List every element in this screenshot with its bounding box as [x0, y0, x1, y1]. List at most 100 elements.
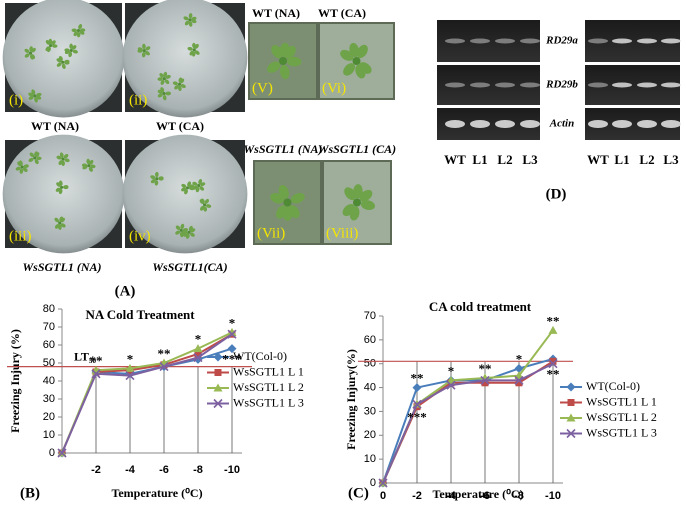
leaf — [203, 206, 208, 212]
gel-band — [588, 120, 608, 128]
leaf — [180, 84, 186, 89]
photo-caption: WT (CA) — [318, 6, 366, 20]
annotation: ** — [90, 353, 103, 368]
leaf — [71, 28, 77, 33]
marker — [566, 382, 576, 392]
x-tick-label: -6 — [480, 490, 490, 502]
leaf — [188, 13, 193, 19]
y-tick-label: 60 — [43, 339, 55, 351]
plant-center — [76, 28, 80, 32]
leaf — [190, 232, 195, 237]
leaf — [64, 48, 70, 52]
leaf — [200, 205, 205, 211]
leaf — [189, 50, 194, 56]
leaf — [199, 186, 205, 191]
plant-center — [155, 177, 159, 181]
leaf — [60, 217, 65, 223]
marker — [213, 383, 223, 392]
leaf — [164, 79, 170, 85]
series-line — [61, 331, 233, 454]
y-tick-label: 10 — [43, 429, 55, 441]
plant-center — [279, 57, 287, 65]
x-axis-label: Temperature (⁰C) — [432, 487, 523, 501]
leaf — [344, 187, 356, 201]
leaf — [178, 85, 182, 92]
annotation: * — [127, 351, 134, 366]
leaf — [28, 157, 34, 163]
leaf — [145, 46, 151, 51]
legend-label: WsSGTL1 L 1 — [233, 364, 304, 378]
gel-block — [437, 20, 540, 62]
series-line — [382, 329, 554, 484]
leaf — [55, 187, 61, 192]
leaf — [360, 200, 375, 211]
leaf — [290, 193, 305, 204]
annotation: * — [516, 351, 523, 366]
gel-band — [520, 120, 540, 128]
gel-band — [470, 82, 490, 88]
leaf — [355, 64, 366, 79]
marker — [566, 413, 576, 422]
leaf — [19, 160, 23, 166]
leaf — [145, 51, 150, 56]
plant-center — [49, 44, 53, 48]
leaf — [190, 228, 196, 233]
leaf — [64, 158, 70, 163]
x-tick-label: -8 — [193, 464, 203, 476]
gel-band — [661, 120, 681, 128]
leaf — [182, 230, 188, 234]
annotation: *** — [407, 410, 427, 425]
series-line — [61, 347, 233, 454]
leaf — [19, 168, 24, 174]
plant-center — [179, 228, 183, 232]
plant-center — [162, 77, 166, 81]
marker — [378, 478, 388, 488]
x-tick-label: -6 — [159, 464, 169, 476]
leaf — [78, 24, 83, 30]
leaf — [179, 231, 184, 238]
gel-band — [445, 82, 465, 88]
y-tick-label: 0 — [49, 447, 55, 459]
plant-center — [33, 94, 37, 98]
leaf — [154, 180, 159, 186]
leaf — [163, 71, 168, 78]
leaf — [88, 166, 93, 172]
photo-caption: WT (NA) — [252, 6, 300, 20]
leaf — [198, 178, 203, 185]
gel-band — [637, 38, 657, 44]
marker — [549, 357, 557, 365]
photo-label: (Vii) — [257, 225, 285, 241]
gel-band — [588, 38, 608, 44]
photo-caption: WsSGTL1 (NA) — [22, 260, 101, 274]
leaf — [160, 87, 165, 93]
y-axis-label: Freezing Injury(%) — [344, 349, 358, 450]
leaf — [172, 81, 179, 86]
x-tick-label: -10 — [224, 464, 240, 476]
plant-center — [61, 60, 65, 64]
leaf — [175, 230, 181, 235]
marker — [193, 353, 203, 363]
leaf — [155, 171, 159, 178]
leaf — [58, 160, 63, 166]
leaf — [68, 51, 73, 58]
leaf — [359, 189, 373, 202]
plant-center — [87, 164, 91, 168]
plant-center — [60, 185, 64, 189]
leaf — [181, 187, 187, 192]
marker — [514, 375, 524, 385]
plant-center — [142, 49, 146, 53]
leaf — [175, 225, 181, 230]
leaf — [89, 159, 94, 165]
leaf — [72, 49, 78, 54]
plant-center — [29, 51, 33, 55]
leaf — [192, 181, 198, 186]
leaf — [271, 45, 283, 59]
leaf — [343, 63, 356, 76]
leaf — [79, 28, 86, 32]
x-tick-label: -4 — [446, 490, 457, 502]
chart: NA Cold Treatment Temperature (⁰C) Freezin… — [7, 303, 304, 501]
gene-label: RD29a — [545, 35, 578, 47]
marker — [227, 344, 237, 354]
photo-label: (Viii) — [326, 225, 358, 241]
photo-label: (i) — [9, 92, 23, 108]
